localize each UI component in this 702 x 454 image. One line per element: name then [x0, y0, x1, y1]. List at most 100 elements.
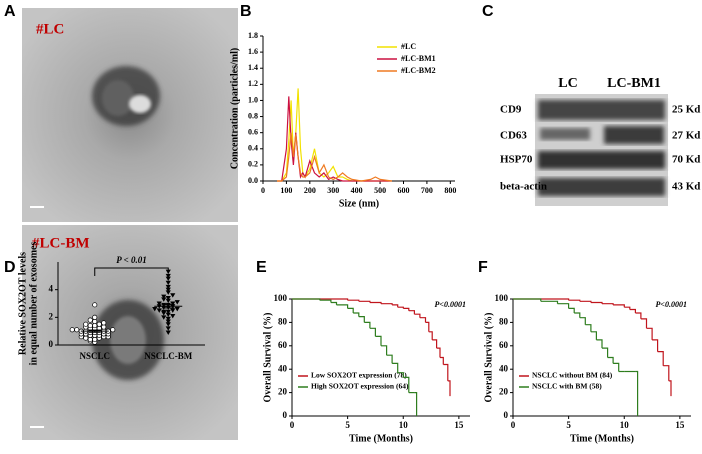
y-tick-label: 80 [499, 316, 509, 326]
x-tick-label: 5 [566, 420, 571, 430]
data-point [165, 309, 171, 315]
y-tick-label: 60 [499, 340, 509, 350]
survival-step [602, 347, 609, 358]
legend-label: #LC-BM2 [401, 66, 436, 75]
x-tick-label: 0 [290, 420, 295, 430]
x-tick-label: 100 [280, 186, 292, 195]
survival-step [408, 310, 415, 315]
survival-step [403, 307, 410, 311]
panel-letter: E [256, 259, 267, 276]
y-tick-label: 0.8 [248, 111, 258, 120]
data-point [74, 327, 80, 333]
data-point [156, 308, 162, 313]
survival-step [657, 351, 664, 366]
x-tick-label: 10 [620, 420, 630, 430]
x-tick-label: 0 [511, 420, 516, 430]
survival-step [590, 331, 597, 340]
y-tick-label: 40 [499, 363, 509, 373]
survival-step [635, 370, 639, 416]
survival-step [330, 301, 338, 305]
y-tick-label: 0 [504, 410, 509, 420]
data-point [165, 322, 171, 327]
protein-label: HSP70 [500, 154, 533, 166]
x-axis-label: Time (Months) [349, 433, 413, 444]
x-tick-label: 10 [399, 420, 409, 430]
survival-step [613, 304, 625, 308]
survival-step [513, 298, 542, 302]
legend-label: #LC-BM1 [401, 54, 436, 63]
data-point [170, 293, 176, 298]
data-point [92, 302, 98, 308]
lane-label: LC-BM1 [607, 76, 661, 91]
x-tick-label: 0 [261, 186, 265, 195]
y-axis-label: Overall Survival (%) [262, 313, 273, 403]
y-axis-label: Overall Survival (%) [483, 313, 494, 403]
data-point [83, 321, 89, 327]
data-point [92, 336, 98, 343]
y-axis-label: Relative SOX2OT levels [17, 252, 28, 355]
protein-label: CD63 [500, 130, 527, 142]
data-point [87, 317, 93, 323]
y-tick-label: 80 [278, 316, 288, 326]
survival-step [347, 299, 360, 302]
y-tick-label: 0.4 [248, 144, 258, 153]
survival-step [375, 335, 382, 346]
y-tick-label: 1.4 [248, 63, 258, 72]
data-point [87, 323, 93, 329]
survival-step [640, 318, 648, 329]
data-point [165, 319, 171, 324]
survival-step [646, 327, 653, 340]
data-point [83, 335, 89, 341]
image-label: #LC-BM [32, 235, 90, 251]
survival-step [579, 317, 586, 325]
y-tick-label: 1.0 [248, 95, 258, 104]
survival-step [440, 356, 444, 365]
panel-letter: A [4, 3, 16, 20]
survival-step [607, 356, 614, 364]
survival-step [596, 339, 603, 349]
y-tick-label: 0.2 [248, 160, 258, 169]
panel-letter: C [482, 3, 494, 20]
survival-step [369, 301, 382, 304]
x-axis-label: Time (Months) [570, 433, 634, 444]
data-point [87, 336, 93, 343]
data-point [170, 301, 176, 306]
data-point [92, 318, 98, 325]
data-point [161, 309, 167, 315]
data-point [101, 324, 107, 330]
y-tick-label: 40 [278, 363, 288, 373]
y-tick-label: 2 [49, 311, 54, 321]
protein-label: CD9 [500, 104, 522, 116]
data-point [152, 307, 158, 312]
survival-step [414, 392, 418, 416]
lane-label: LC [558, 76, 577, 91]
y-tick-label: 1.6 [248, 47, 258, 56]
data-point [165, 290, 171, 295]
survival-step [613, 362, 620, 372]
y-tick-label: 1.8 [248, 31, 258, 40]
protein-label: beta-actin [500, 181, 547, 193]
data-point [96, 321, 102, 327]
annotation: P < 0.01 [116, 255, 147, 265]
panel-letter: B [240, 3, 252, 20]
survival-step [397, 306, 404, 309]
x-tick-label: 800 [444, 186, 456, 195]
y-tick-label: 20 [278, 387, 288, 397]
x-tick-label: NSCLC-BM [144, 351, 193, 361]
data-point [165, 273, 171, 279]
y-tick-label: 0.0 [248, 176, 258, 185]
data-point [92, 314, 98, 320]
y-tick-label: 1.2 [248, 79, 258, 88]
size-curve [277, 132, 392, 182]
survival-step [652, 339, 659, 352]
data-point [156, 301, 162, 306]
y-axis-label: in equal number of exosomes [28, 242, 39, 366]
size-label: 25 Kd [672, 104, 700, 116]
survival-step [447, 380, 451, 397]
y-tick-label: 0 [49, 339, 54, 349]
x-tick-label: 5 [345, 420, 350, 430]
survival-step [292, 298, 321, 301]
annotation: P<0.0001 [435, 300, 466, 309]
y-tick-label: 4 [49, 284, 54, 294]
survival-step [369, 327, 376, 337]
